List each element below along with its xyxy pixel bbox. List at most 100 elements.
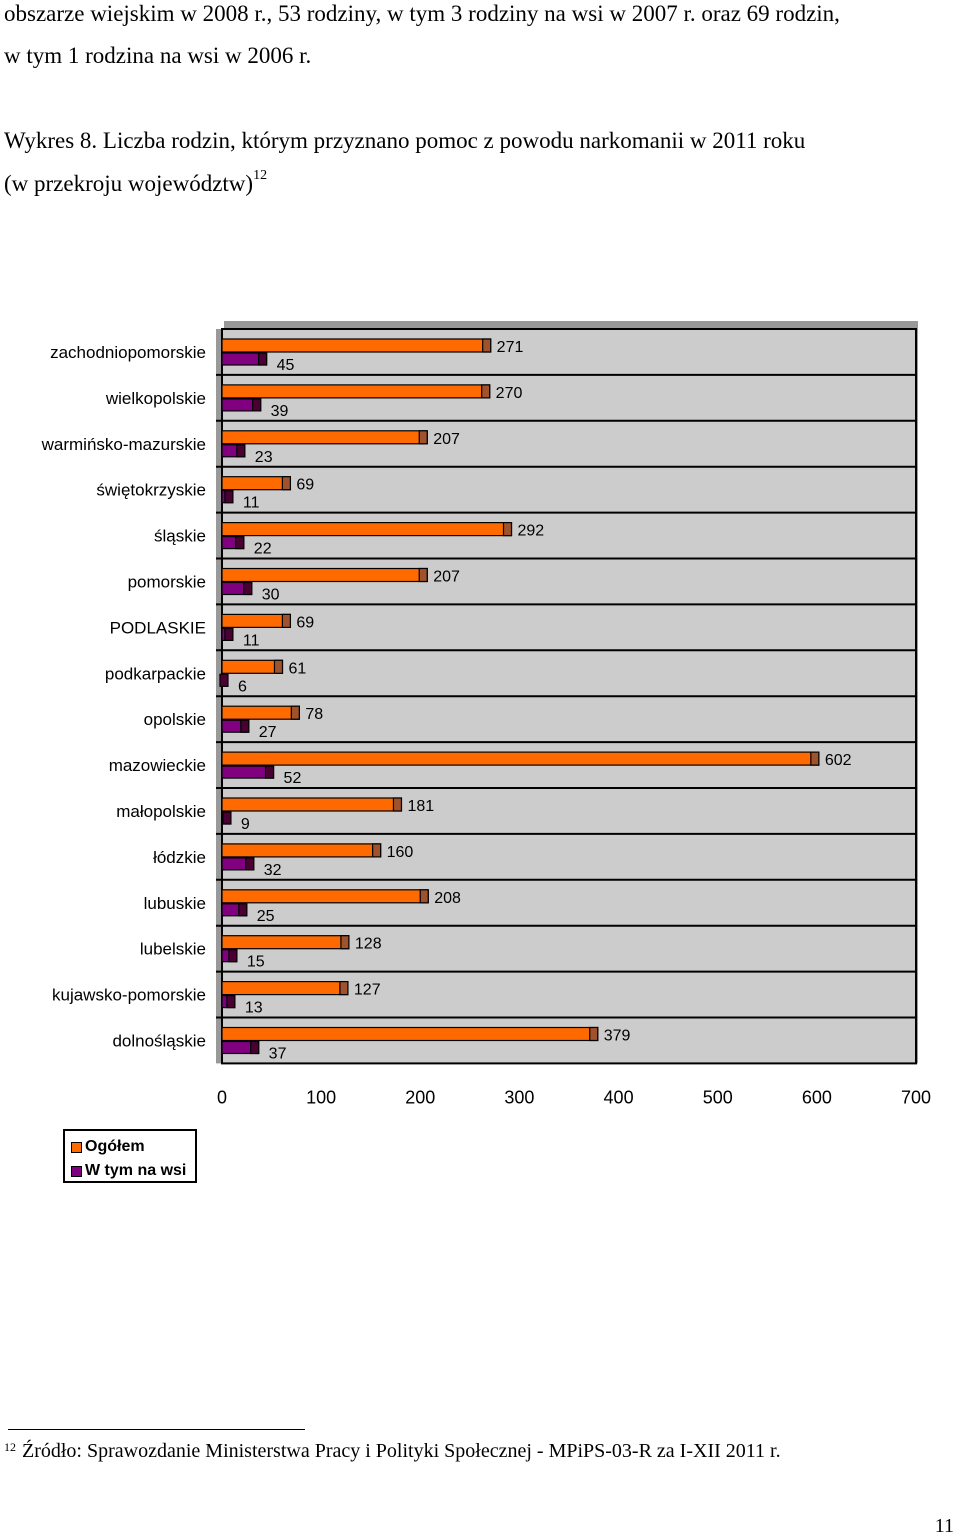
legend-label-total: Ogółem [85, 1138, 145, 1155]
legend-item-total: Ogółem [71, 1135, 195, 1159]
footnote-reference: 12 [253, 168, 268, 183]
category-label: wielkopolskie [105, 389, 206, 408]
bar-total-cap [290, 705, 300, 720]
chart-legend: Ogółem W tym na wsi [63, 1129, 197, 1183]
data-label-total: 207 [433, 431, 460, 448]
x-tick-label: 300 [504, 1087, 534, 1107]
x-tick-label: 600 [802, 1087, 832, 1107]
category-label: kujawsko-pomorskie [52, 986, 206, 1005]
category-label: małopolskie [116, 802, 206, 821]
x-tick-label: 100 [306, 1087, 336, 1107]
legend-label-rural: W tym na wsi [85, 1162, 187, 1179]
data-label-total: 78 [305, 706, 323, 723]
bar-total-cap [281, 613, 292, 628]
data-label-total: 270 [496, 385, 523, 402]
bar-total-cap [481, 384, 491, 399]
bar-total [221, 430, 428, 445]
data-label-total: 379 [604, 1028, 631, 1045]
bar-rural-cap [264, 765, 275, 779]
category-label: opolskie [144, 710, 206, 729]
data-label-total: 208 [434, 890, 461, 907]
footnote-number: 12 [4, 1440, 16, 1454]
intro-text-line1: obszarze wiejskim w 2008 r., 53 rodziny,… [4, 1, 840, 26]
bar-total [221, 705, 300, 720]
bar-total [221, 384, 491, 399]
category-label: lubuskie [144, 894, 206, 913]
bar-total-cap [392, 797, 403, 812]
bar-total [221, 522, 513, 537]
bar-total-cap [273, 659, 284, 674]
data-label-rural: 11 [243, 495, 260, 512]
data-label-rural: 13 [245, 1000, 263, 1017]
bar-total [221, 659, 284, 674]
data-label-rural: 25 [257, 908, 275, 925]
data-label-rural: 9 [241, 816, 250, 833]
x-tick-label: 700 [901, 1087, 931, 1107]
page-number: 11 [934, 1515, 954, 1537]
bar-total-cap [340, 935, 350, 950]
data-label-rural: 37 [269, 1046, 287, 1063]
data-label-rural: 27 [259, 724, 277, 741]
footnote-text: Źródło: Sprawozdanie Ministerstwa Pracy … [22, 1440, 781, 1462]
category-label: warmińsko-mazurskie [41, 435, 206, 454]
x-tick-label: 200 [405, 1087, 435, 1107]
data-label-total: 602 [825, 752, 852, 769]
x-tick-label: 500 [703, 1087, 733, 1107]
category-label: lubelskie [140, 940, 206, 959]
bar-rural-cap [224, 490, 234, 504]
category-label: dolnośląskie [112, 1032, 206, 1051]
category-label: PODLASKIE [110, 618, 206, 637]
chart-caption-line1: Wykres 8. Liczba rodzin, którym przyznan… [4, 128, 806, 153]
bar-total [221, 980, 349, 996]
bar-total [221, 935, 350, 950]
bar-total-cap [482, 338, 492, 353]
data-label-total: 69 [296, 614, 314, 631]
bar-rural-cap [238, 903, 248, 917]
chart-caption-line2: (w przekroju województw)12 [4, 168, 268, 198]
bar-rural-cap [240, 719, 250, 733]
category-label: łódzkie [153, 848, 206, 867]
category-label: świętokrzyskie [96, 481, 206, 500]
data-label-rural: 30 [262, 587, 280, 604]
chart-caption-text: (w przekroju województw) [4, 171, 254, 196]
bar-rural-cap [224, 627, 234, 641]
bar-rural-cap [222, 811, 232, 825]
category-label: śląskie [154, 527, 206, 546]
bar-total [221, 476, 292, 491]
bar-total [221, 1026, 599, 1042]
category-label: mazowieckie [109, 756, 206, 775]
bar-rural-cap [258, 352, 268, 366]
data-label-rural: 32 [264, 862, 282, 879]
data-label-total: 128 [355, 936, 382, 953]
data-label-rural: 22 [254, 541, 272, 558]
data-label-total: 207 [433, 569, 460, 586]
legend-swatch-total [71, 1141, 82, 1153]
bar-rural-cap [236, 444, 246, 458]
footnote: 12 Źródło: Sprawozdanie Ministerstwa Prac… [4, 1440, 781, 1463]
bar-rural-cap [219, 673, 229, 687]
data-label-total: 160 [387, 844, 414, 861]
bar-total [221, 889, 429, 904]
bar-total [221, 613, 292, 628]
data-label-rural: 52 [284, 770, 302, 787]
bar-total [221, 843, 382, 858]
category-label: pomorskie [128, 573, 206, 592]
data-label-total: 181 [407, 798, 434, 815]
bar-rural-cap [235, 536, 245, 550]
bar-chart: zachodniopomorskie wielkopolskie warmińsko… [41, 321, 931, 1107]
category-label: podkarpackie [105, 664, 206, 683]
bar-total-cap [810, 751, 820, 766]
data-label-total: 127 [354, 982, 381, 999]
bar-total [221, 567, 428, 583]
data-label-rural: 11 [243, 632, 260, 649]
bar-total [221, 797, 403, 812]
data-label-total: 69 [296, 477, 314, 494]
bar-rural-cap [252, 398, 262, 412]
x-tick-label: 0 [217, 1087, 227, 1107]
bar-total-cap [419, 889, 429, 904]
data-label-rural: 39 [271, 403, 289, 420]
bar-total-cap [339, 980, 349, 996]
bar-rural-cap [228, 949, 238, 963]
bar-rural-cap [243, 581, 253, 596]
category-label: zachodniopomorskie [50, 343, 206, 362]
